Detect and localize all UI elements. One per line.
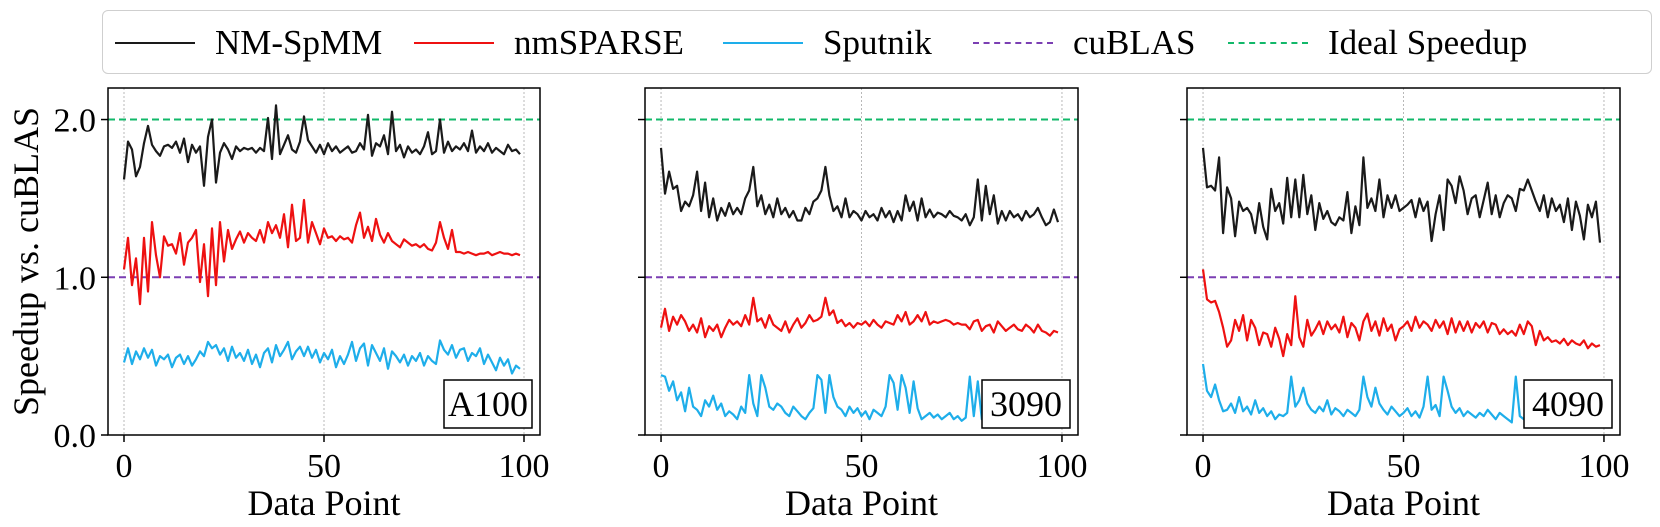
y-axis-label: Speedup vs. cuBLAS: [6, 107, 46, 416]
legend-item-cublas: cuBLAS: [973, 11, 1196, 75]
legend-item-sputnik: Sputnik: [723, 11, 932, 75]
legend-swatch-sputnik: [723, 42, 803, 44]
chart-panel-a100: 0 50 100 0.0 1.0 2.0 Data Point Speedup vs. cuB…: [6, 87, 550, 523]
panel-label-box-3090: [981, 379, 1071, 429]
legend-swatch-nm-spmm: [115, 42, 195, 44]
series-line-nm-spmm-4090: [1201, 147, 1602, 243]
x-axis-label-4090: Data Point: [1327, 483, 1480, 523]
legend: NM-SpMM nmSPARSE Sputnik cuBLAS Ideal Sp…: [102, 10, 1652, 74]
panel-label-4090: 4090: [1532, 384, 1604, 424]
x-axis-label-a100: Data Point: [248, 483, 401, 523]
x-tick-label-3090-0: 0: [653, 448, 670, 485]
legend-swatch-nmsparse: [414, 42, 494, 44]
y-tick-label-a100-1: 1.0: [54, 260, 97, 297]
legend-item-nm-spmm: NM-SpMM: [115, 11, 382, 75]
legend-label-ideal-speedup: Ideal Speedup: [1328, 23, 1528, 62]
panel-label-3090: 3090: [990, 384, 1062, 424]
x-tick-label-3090-1: 50: [845, 448, 879, 485]
series-line-nm-spmm-a100: [122, 104, 521, 187]
x-tick-label-3090-2: 100: [1036, 448, 1087, 485]
panel-label-a100: A100: [448, 384, 528, 424]
x-tick-label-a100-2: 100: [499, 448, 550, 485]
y-tick-label-a100-0: 0.0: [54, 418, 97, 455]
series-line-sputnik-a100: [122, 339, 521, 375]
x-tick-label-a100-0: 0: [116, 448, 133, 485]
legend-label-sputnik: Sputnik: [823, 23, 932, 62]
x-tick-label-4090-0: 0: [1195, 448, 1212, 485]
series-line-nmsparse-a100: [122, 198, 521, 306]
chart-panel-4090: 0 50 100 Data Point 4090: [1180, 87, 1629, 523]
series-line-nmsparse-3090: [659, 296, 1059, 339]
x-tick-label-4090-2: 100: [1578, 448, 1629, 485]
chart-panel-3090: 0 50 100 Data Point 3090: [638, 87, 1087, 523]
x-tick-label-4090-1: 50: [1387, 448, 1421, 485]
legend-label-nm-spmm: NM-SpMM: [215, 23, 383, 62]
panel-label-box-a100: [443, 379, 533, 429]
legend-label-nmsparse: nmSPARSE: [514, 23, 684, 62]
series-line-nmsparse-4090: [1201, 269, 1601, 358]
legend-swatch-ideal-speedup: [1228, 42, 1308, 44]
legend-label-cublas: cuBLAS: [1073, 23, 1196, 62]
series-line-nm-spmm-3090: [659, 147, 1060, 227]
x-axis-label-3090: Data Point: [785, 483, 938, 523]
panel-label-box-4090: [1523, 379, 1613, 429]
legend-item-nmsparse: nmSPARSE: [414, 11, 684, 75]
y-tick-label-a100-2: 2.0: [54, 103, 97, 140]
x-tick-label-a100-1: 50: [307, 448, 341, 485]
legend-item-ideal-speedup: Ideal Speedup: [1228, 11, 1527, 75]
legend-swatch-cublas: [973, 42, 1053, 44]
